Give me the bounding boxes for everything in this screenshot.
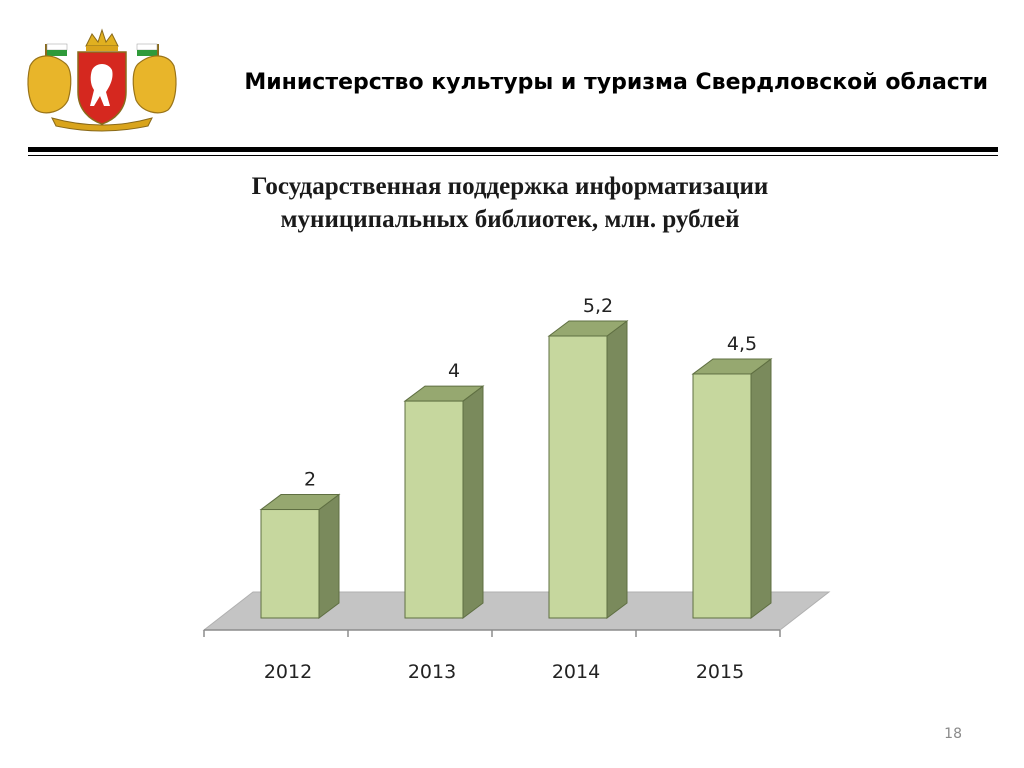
bar-side-face <box>462 385 484 619</box>
bar-2012 <box>259 493 341 619</box>
x-tick-label: 2015 <box>696 661 744 683</box>
page-number: 18 <box>944 726 962 742</box>
slide-title-line-2: муниципальных библиотек, млн. рублей <box>280 206 740 233</box>
bar-2013 <box>403 385 485 619</box>
slide-title: Государственная поддержка информатизации… <box>140 170 880 236</box>
chart-tick-labels-group: 2012 2013 2014 2015 <box>264 661 744 683</box>
data-label: 2 <box>304 469 316 491</box>
bar-2014 <box>547 320 629 619</box>
chart-data-labels-group: 2 4 5,2 4,5 <box>304 295 757 491</box>
x-tick-label: 2013 <box>408 661 456 683</box>
organization-title: Министерство культуры и туризма Свердлов… <box>244 70 988 95</box>
data-label: 4,5 <box>727 333 757 355</box>
header-divider-thin <box>28 155 998 156</box>
x-tick-label: 2012 <box>264 661 312 683</box>
chart-x-axis <box>203 629 781 637</box>
bar-front-face <box>404 400 464 619</box>
bar-front-face <box>548 335 608 619</box>
slide-title-line-1: Государственная поддержка информатизации <box>251 173 769 200</box>
coat-of-arms-logo <box>22 26 182 132</box>
header-divider-thick <box>28 147 998 152</box>
x-tick-label: 2014 <box>552 661 600 683</box>
bar-side-face <box>750 357 772 619</box>
chart-bars-group <box>259 320 773 619</box>
bar-chart: 2 4 5,2 4,5 2012 2013 2014 2015 <box>202 295 831 683</box>
data-label: 4 <box>448 360 460 382</box>
bar-2015 <box>691 357 773 619</box>
bar-side-face <box>318 493 340 619</box>
bar-front-face <box>260 509 320 619</box>
data-label: 5,2 <box>583 295 613 317</box>
bar-front-face <box>692 373 752 619</box>
bar-side-face <box>606 320 628 619</box>
